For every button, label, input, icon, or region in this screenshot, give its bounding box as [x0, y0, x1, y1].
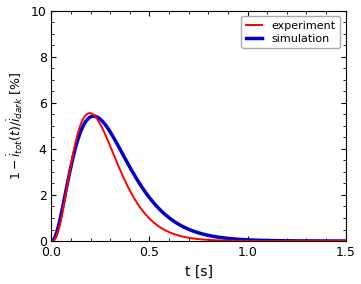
simulation — [335, 239, 339, 243]
simulation — [335, 239, 339, 243]
Legend: experiment, simulation: experiment, simulation — [242, 16, 340, 48]
Line: experiment: experiment — [52, 113, 345, 241]
simulation — [64, 186, 69, 190]
experiment — [88, 111, 92, 115]
Line: simulation: simulation — [52, 116, 345, 241]
experiment — [335, 239, 339, 243]
X-axis label: t [s]: t [s] — [184, 264, 213, 278]
experiment — [184, 236, 189, 239]
experiment — [49, 239, 54, 243]
simulation — [49, 239, 54, 243]
Y-axis label: $1-\dot{i}_{tot}(t)/\dot{i}_{dark}$ [%]: $1-\dot{i}_{tot}(t)/\dot{i}_{dark}$ [%] — [5, 72, 25, 180]
experiment — [192, 237, 197, 240]
simulation — [184, 227, 189, 230]
simulation — [92, 114, 96, 118]
experiment — [64, 188, 69, 192]
experiment — [281, 239, 285, 243]
experiment — [335, 239, 339, 243]
simulation — [192, 230, 197, 233]
simulation — [281, 239, 285, 243]
simulation — [343, 239, 348, 243]
experiment — [343, 239, 348, 243]
